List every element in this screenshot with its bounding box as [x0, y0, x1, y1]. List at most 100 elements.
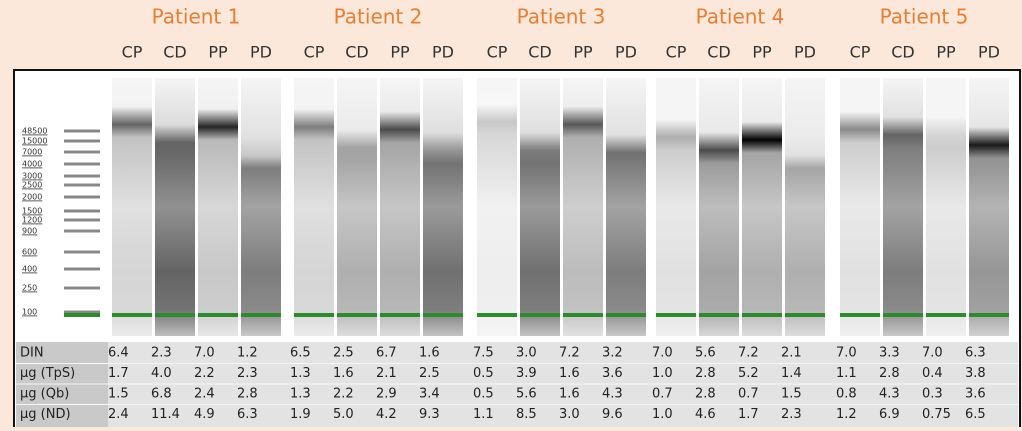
cell: 1.0 [652, 366, 673, 381]
cell: 6.3 [965, 346, 986, 361]
cell: 1.9 [290, 407, 311, 422]
cell: 2.4 [194, 387, 215, 402]
cell: 5.6 [695, 346, 716, 361]
cell: 6.3 [237, 407, 258, 422]
ladder-band [64, 140, 100, 143]
ladder-band [64, 287, 100, 290]
patient-name: Patient 2 [334, 5, 423, 29]
cell: 6.9 [879, 407, 900, 422]
ladder-band [64, 175, 100, 178]
cell: 2.5 [419, 366, 440, 381]
cell: 0.4 [922, 366, 943, 381]
cell: 3.2 [602, 346, 623, 361]
ladder-band [64, 268, 100, 271]
cell: 3.4 [419, 387, 440, 402]
lane-label: PP [752, 43, 772, 62]
ladder-label: 250 [22, 284, 37, 293]
cell: 11.4 [151, 407, 180, 422]
marker-band [380, 313, 420, 317]
cell: 7.5 [473, 346, 494, 361]
marker-band [241, 313, 281, 317]
row-label: DIN [20, 346, 44, 361]
cell: 1.2 [237, 346, 258, 361]
cell: 9.3 [419, 407, 440, 422]
patient-name: Patient 4 [696, 5, 785, 29]
cell: 2.3 [237, 366, 258, 381]
marker-band [785, 313, 825, 317]
cell: 0.5 [473, 366, 494, 381]
marker-band [155, 313, 195, 317]
cell: 7.2 [559, 346, 580, 361]
cell: 6.5 [290, 346, 311, 361]
cell: 1.3 [290, 387, 311, 402]
cell: 1.1 [473, 407, 494, 422]
cell: 5.0 [333, 407, 354, 422]
cell: 3.0 [516, 346, 537, 361]
cell: 0.7 [738, 387, 759, 402]
gel-lane [112, 78, 152, 336]
cell: 2.2 [194, 366, 215, 381]
marker-band [883, 313, 923, 317]
cell: 4.2 [376, 407, 397, 422]
row-label: µg (Qb) [20, 387, 69, 402]
figure: Patient 1CPCDPPPDPatient 2CPCDPPPDPatien… [0, 0, 1022, 427]
ladder-label: 1500 [22, 207, 42, 216]
patient-name: Patient 1 [152, 5, 241, 29]
cell: 3.6 [602, 366, 623, 381]
cell: 0.8 [836, 387, 857, 402]
cell: 1.2 [836, 407, 857, 422]
ladder-label: 100 [22, 308, 37, 317]
cell: 4.3 [602, 387, 623, 402]
ladder-band [64, 230, 100, 233]
cell: 1.4 [781, 366, 802, 381]
cell: 2.4 [108, 407, 129, 422]
cell: 1.6 [559, 366, 580, 381]
patient-name: Patient 5 [880, 5, 969, 29]
cell: 1.6 [333, 366, 354, 381]
ladder-label: 7000 [22, 148, 42, 157]
lane-label: CD [345, 43, 369, 62]
cell: 6.5 [965, 407, 986, 422]
cell: 2.3 [151, 346, 172, 361]
cell: 7.0 [922, 346, 943, 361]
cell: 2.1 [376, 366, 397, 381]
ladder-band [64, 184, 100, 187]
marker-band [198, 313, 238, 317]
lane-label: PP [573, 43, 593, 62]
gel-lane [294, 78, 334, 336]
marker-band [926, 313, 966, 317]
gel-lane [742, 78, 782, 336]
gel-lane [520, 78, 560, 336]
ladder-band [64, 130, 100, 133]
cell: 8.5 [516, 407, 537, 422]
cell: 7.0 [652, 346, 673, 361]
cell: 7.2 [738, 346, 759, 361]
cell: 3.9 [516, 366, 537, 381]
lane-label: CD [707, 43, 731, 62]
gel-lane [198, 78, 238, 336]
cell: 4.9 [194, 407, 215, 422]
cell: 3.0 [559, 407, 580, 422]
ladder-label: 4000 [22, 160, 42, 169]
cell: 7.0 [194, 346, 215, 361]
gel-lane [785, 78, 825, 336]
gel-lane [969, 78, 1009, 336]
marker-band [423, 313, 463, 317]
lane-label: CP [850, 43, 871, 62]
gel-lane [926, 78, 966, 336]
marker-band [64, 313, 100, 317]
cell: 1.5 [781, 387, 802, 402]
cell: 2.2 [333, 387, 354, 402]
gel-lane [699, 78, 739, 336]
cell: 2.8 [879, 366, 900, 381]
ladder-label: 400 [22, 265, 37, 274]
cell: 4.3 [879, 387, 900, 402]
cell: 3.6 [965, 387, 986, 402]
cell: 0.75 [922, 407, 951, 422]
cell: 0.3 [922, 387, 943, 402]
ladder-label: 3000 [22, 172, 42, 181]
ladder-label: 2500 [22, 181, 42, 190]
gel-lane [840, 78, 880, 336]
cell: 6.8 [151, 387, 172, 402]
row-label: µg (ND) [20, 407, 71, 422]
